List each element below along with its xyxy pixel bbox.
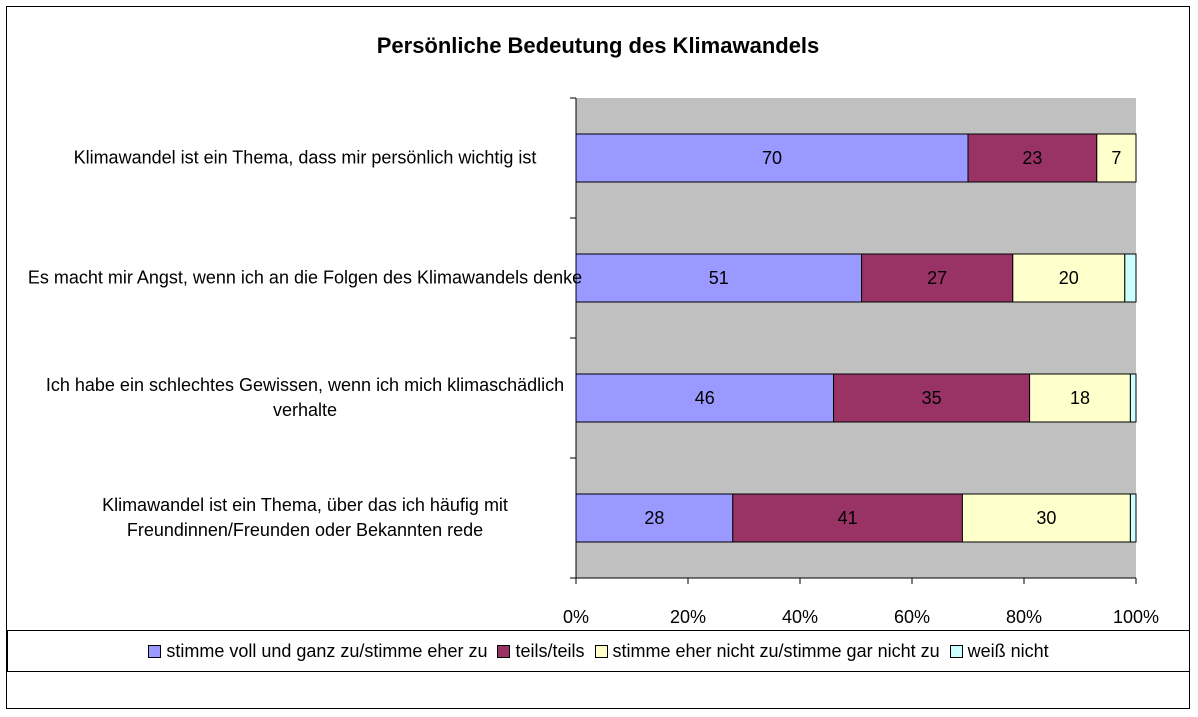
category-label: Ich habe ein schlechtes Gewissen, wenn i… <box>45 375 565 420</box>
legend-item: stimme voll und ganz zu/stimme eher zu <box>148 641 487 662</box>
legend-swatch <box>594 644 608 658</box>
data-label: 30 <box>1036 508 1056 528</box>
x-tick-label: 100% <box>1113 607 1159 627</box>
x-tick-label: 20% <box>670 607 706 627</box>
bar-segment <box>833 373 1031 423</box>
bar-segment <box>961 493 1131 543</box>
legend-label: teils/teils <box>515 640 585 661</box>
data-label: 46 <box>695 388 715 408</box>
legend-label: stimme voll und ganz zu/stimme eher zu <box>166 640 488 661</box>
bar-segment <box>1029 373 1131 423</box>
x-tick-label: 60% <box>894 607 930 627</box>
legend-swatch <box>949 644 963 658</box>
data-label: 70 <box>762 148 782 168</box>
category-label: Klimawandel ist ein Thema, über das ich … <box>102 495 508 540</box>
x-tick-label: 40% <box>782 607 818 627</box>
category-label: Klimawandel ist ein Thema, dass mir pers… <box>73 147 537 168</box>
bar-segment <box>575 133 969 183</box>
chart-frame <box>6 6 1190 709</box>
data-label: 18 <box>1070 388 1090 408</box>
data-label: 28 <box>644 508 664 528</box>
bar-segment <box>1129 373 1137 423</box>
bar-segment <box>861 253 1014 303</box>
data-label: 27 <box>927 268 947 288</box>
legend-label: stimme eher nicht zu/stimme gar nicht zu <box>612 640 940 661</box>
bar-segment <box>1012 253 1126 303</box>
bar-segment <box>1124 253 1137 303</box>
legend-item: stimme eher nicht zu/stimme gar nicht zu <box>594 640 940 662</box>
x-tick-label: 0% <box>563 607 589 627</box>
bar-segment <box>575 253 863 303</box>
chart-title: Persönliche Bedeutung des Klimawandels <box>377 33 820 58</box>
bar-segment <box>575 493 734 543</box>
bar-segment <box>967 133 1098 183</box>
category-label: Es macht mir Angst, wenn ich an die Folg… <box>27 267 583 288</box>
x-tick-label: 80% <box>1006 607 1042 627</box>
bar-segment <box>1096 133 1137 183</box>
legend-swatch <box>148 644 162 658</box>
legend-item: teils/teils <box>497 640 585 662</box>
data-label: 23 <box>1022 148 1042 168</box>
data-label: 35 <box>922 388 942 408</box>
data-label: 20 <box>1059 268 1079 288</box>
data-label: 51 <box>709 268 729 288</box>
data-label: 41 <box>838 508 858 528</box>
legend-label: weiß nicht <box>967 640 1049 661</box>
legend-item: weiß nicht <box>949 640 1049 662</box>
data-label: 7 <box>1111 148 1121 168</box>
legend: stimme voll und ganz zu/stimme eher zu te… <box>7 630 1190 672</box>
bar-segment <box>1129 493 1137 543</box>
legend-swatch <box>497 644 511 658</box>
